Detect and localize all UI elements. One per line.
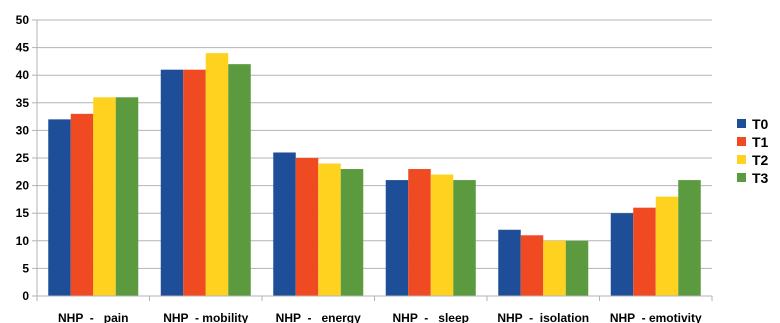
bar-t1 (183, 69, 206, 297)
bar-t2 (543, 240, 566, 296)
bar-t0 (610, 213, 634, 296)
legend-swatch-t3 (737, 173, 746, 182)
bar-t3 (565, 240, 589, 296)
bar-t1 (70, 113, 94, 296)
legend-label-t1: T1 (752, 134, 769, 150)
y-tick-label: 35 (16, 96, 30, 110)
legend: T0 T1 T2 T3 (737, 116, 769, 186)
y-tick-label: 50 (16, 13, 30, 27)
gridlines (37, 19, 712, 269)
x-category-label: NHP - mobility (163, 311, 248, 323)
y-tick-label: 30 (16, 123, 30, 137)
bar-t3 (678, 180, 701, 296)
bar-t1 (295, 158, 319, 296)
x-category-label: NHP - energy (276, 311, 361, 323)
bar-t1 (408, 169, 431, 296)
bar-t3 (115, 97, 139, 296)
legend-label-t2: T2 (752, 152, 769, 168)
bar-t1 (520, 235, 544, 296)
bar-t2 (430, 174, 454, 296)
y-tick-label: 0 (22, 289, 29, 303)
legend-label-t3: T3 (752, 170, 769, 186)
x-axis-categories: NHP - pain NHP - mobility NHP - energy NHP … (58, 311, 702, 323)
y-tick-label: 25 (16, 151, 30, 165)
y-tick-label: 45 (16, 41, 30, 55)
y-tick-label: 20 (16, 179, 30, 193)
y-tick-label: 40 (16, 68, 30, 82)
x-category-label: NHP - isolation (497, 311, 589, 323)
legend-swatch-t0 (737, 119, 746, 128)
legend-swatch-t2 (737, 155, 746, 164)
legend-swatch-t1 (737, 137, 746, 146)
bar-t0 (498, 229, 521, 296)
bar-t0 (385, 180, 409, 296)
bar-t3 (228, 64, 251, 296)
y-tick-label: 10 (16, 234, 30, 248)
axes (32, 19, 713, 301)
y-tick-label: 5 (22, 261, 29, 275)
bar-t3 (340, 169, 364, 296)
bars (48, 53, 701, 297)
x-category-label: NHP - emotivity (610, 311, 702, 323)
bar-t2 (318, 163, 341, 296)
legend-label-t0: T0 (752, 116, 769, 132)
y-tick-label: 15 (16, 206, 30, 220)
bar-t0 (160, 69, 184, 297)
bar-t2 (655, 196, 679, 296)
bar-t3 (453, 180, 476, 296)
bar-t0 (48, 119, 71, 296)
x-category-label: NHP - sleep (393, 311, 469, 323)
x-category-label: NHP - pain (58, 311, 128, 323)
bar-t0 (273, 152, 296, 296)
bar-t2 (93, 97, 116, 296)
y-axis-ticks: 0 5 10 15 20 25 30 35 40 45 50 (16, 13, 30, 303)
bar-t1 (633, 207, 656, 296)
bar-t2 (205, 53, 229, 297)
